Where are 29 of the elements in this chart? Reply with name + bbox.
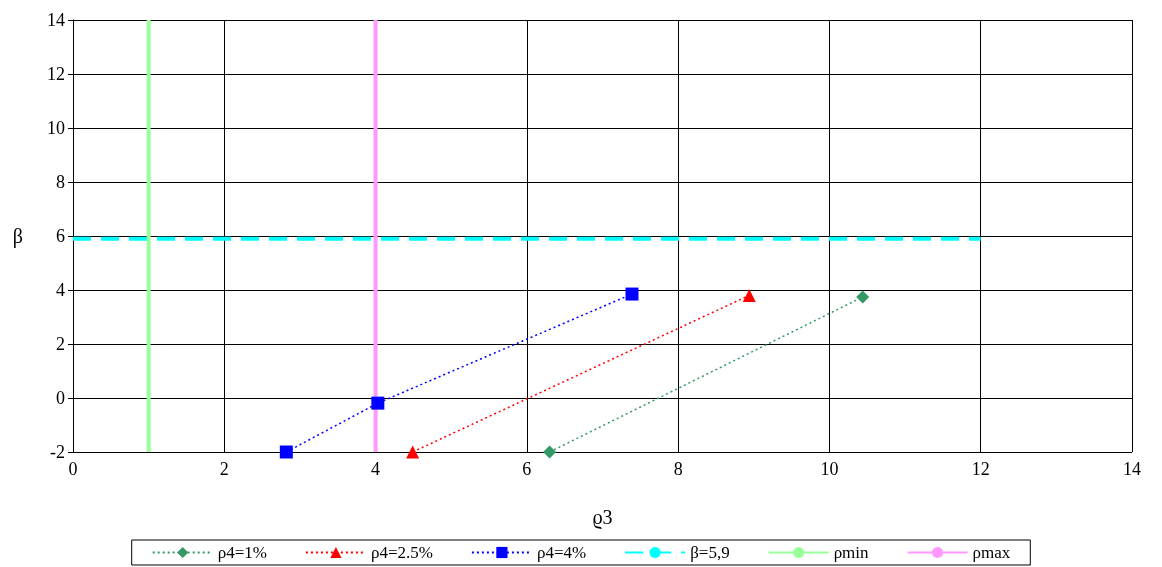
x-tick-label: 12 (971, 459, 990, 479)
y-tick-label: 10 (47, 118, 65, 138)
point (543, 445, 557, 459)
x-axis-title: ϱ3 (592, 506, 613, 529)
legend-label: ρ4=1% (217, 543, 267, 562)
legend-label: ρmax (972, 543, 1011, 562)
y-tick-label: 6 (56, 226, 65, 246)
y-tick-label: 0 (56, 388, 65, 408)
point (279, 445, 293, 459)
y-tick-label: 12 (47, 64, 65, 84)
y-tick-label: 4 (56, 280, 65, 300)
y-tick-label: 8 (56, 172, 65, 192)
x-tick-label: 4 (371, 459, 381, 479)
legend-label: β=5,9 (690, 543, 730, 562)
x-tick-label: 6 (522, 459, 532, 479)
legend-label: ρ4=2.5% (370, 543, 433, 562)
x-tick-label: 8 (673, 459, 683, 479)
y-tick-label: 14 (47, 10, 65, 30)
point (625, 287, 639, 301)
point (371, 396, 385, 410)
y-axis-title: β (12, 225, 23, 248)
legend-label: ρ4=4% (536, 543, 587, 562)
y-tick-label: -2 (50, 442, 65, 462)
x-tick-label: 2 (219, 459, 229, 479)
point (856, 290, 870, 304)
y-tick-label: 2 (56, 334, 65, 354)
legend-label: ρmin (833, 543, 870, 562)
x-tick-label: 10 (820, 459, 839, 479)
x-tick-label: 14 (1123, 459, 1141, 479)
